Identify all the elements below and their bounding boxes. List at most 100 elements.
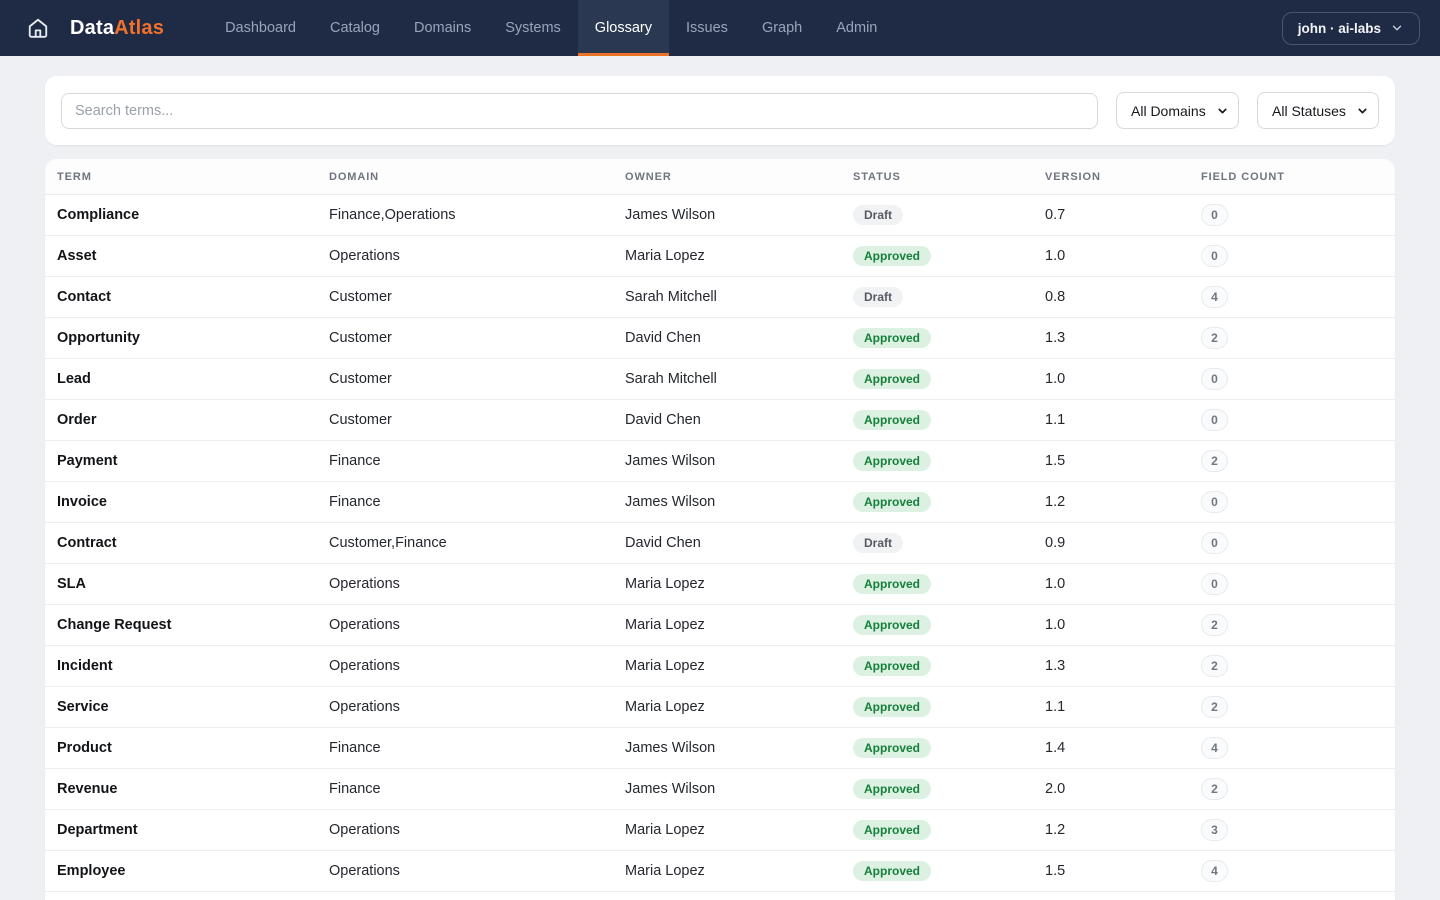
- status-badge: Approved: [853, 369, 932, 389]
- term-cell: Department: [45, 809, 317, 851]
- version-cell: 1.2: [1033, 481, 1189, 523]
- field-count-badge: 2: [1201, 614, 1228, 636]
- status-cell: Draft: [841, 194, 1033, 236]
- field-count-cell: 2: [1189, 440, 1395, 482]
- version-cell: 1.5: [1033, 440, 1189, 482]
- column-header-status: STATUS: [841, 159, 1033, 195]
- version-cell: 1.2: [1033, 809, 1189, 851]
- field-count-badge: 0: [1201, 573, 1228, 595]
- term-cell: Contract: [45, 522, 317, 564]
- field-count-badge: 2: [1201, 778, 1228, 800]
- table-row[interactable]: Payment Finance James Wilson Approved 1.5 2: [45, 440, 1395, 482]
- status-badge: Draft: [853, 205, 904, 225]
- field-count-cell: 2: [1189, 604, 1395, 646]
- term-cell: Revenue: [45, 768, 317, 810]
- status-badge: Approved: [853, 246, 932, 266]
- table-row[interactable]: Contact Customer Sarah Mitchell Draft 0.8 4: [45, 276, 1395, 318]
- glossary-table-card: TERM DOMAIN OWNER STATUS VERSION FIELD COUNT …: [45, 159, 1395, 900]
- domain-cell: Finance: [317, 440, 613, 482]
- domain-filter-wrap: All Domains: [1116, 92, 1239, 129]
- version-cell: 0.8: [1033, 276, 1189, 318]
- nav-item-admin[interactable]: Admin: [836, 20, 878, 36]
- table-row[interactable]: Product Finance James Wilson Approved 1.4 4: [45, 727, 1395, 769]
- table-row[interactable]: Invoice Finance James Wilson Approved 1.2 0: [45, 481, 1395, 523]
- status-badge: Approved: [853, 861, 932, 881]
- domain-cell: Finance: [317, 768, 613, 810]
- home-button[interactable]: [20, 10, 56, 46]
- domain-filter-select[interactable]: All Domains: [1116, 92, 1239, 129]
- nav-item-domains[interactable]: Domains: [413, 20, 472, 36]
- field-count-cell: 2: [1189, 686, 1395, 728]
- status-cell: Draft: [841, 522, 1033, 564]
- nav-item-issues[interactable]: Issues: [686, 20, 728, 36]
- table-row[interactable]: Employee Operations Maria Lopez Approved 1.5…: [45, 850, 1395, 892]
- glossary-table-body: Compliance Finance,Operations James Wilson…: [45, 194, 1395, 900]
- table-row[interactable]: Incident Operations Maria Lopez Approved 1.3…: [45, 645, 1395, 687]
- domain-cell: Operations: [317, 235, 613, 277]
- owner-cell: Maria Lopez: [613, 686, 841, 728]
- term-cell: Lead: [45, 358, 317, 400]
- term-cell: Invoice: [45, 481, 317, 523]
- status-badge: Draft: [853, 533, 904, 553]
- top-navigation: DataAtlas Dashboard Catalog Domains Systems…: [0, 0, 1440, 56]
- app-logo[interactable]: DataAtlas: [70, 17, 164, 40]
- term-cell: Asset: [45, 235, 317, 277]
- table-row[interactable]: Change Request Operations Maria Lopez Appro…: [45, 604, 1395, 646]
- nav-item-graph[interactable]: Graph: [761, 20, 803, 36]
- field-count-badge: 4: [1201, 737, 1228, 759]
- status-cell: Approved: [841, 891, 1033, 900]
- version-cell: 1.1: [1033, 686, 1189, 728]
- term-cell: Incident: [45, 645, 317, 687]
- column-header-domain: DOMAIN: [317, 159, 613, 195]
- table-row[interactable]: SLA Operations Maria Lopez Approved 1.0 0: [45, 563, 1395, 605]
- table-row[interactable]: Contract Customer,Finance David Chen Draft 0…: [45, 522, 1395, 564]
- field-count-badge: 3: [1201, 819, 1228, 841]
- table-row[interactable]: Department Operations Maria Lopez Approved 1…: [45, 809, 1395, 851]
- table-row[interactable]: Compliance Finance,Operations James Wilson…: [45, 194, 1395, 236]
- owner-cell: James Wilson: [613, 440, 841, 482]
- owner-cell: Maria Lopez: [613, 563, 841, 605]
- owner-cell: James Wilson: [613, 481, 841, 523]
- home-icon: [27, 17, 49, 39]
- term-cell: Product: [45, 727, 317, 769]
- owner-cell: David Chen: [613, 522, 841, 564]
- owner-cell: David Chen: [613, 317, 841, 359]
- table-row[interactable]: Lead Customer Sarah Mitchell Approved 1.0 0: [45, 358, 1395, 400]
- status-cell: Approved: [841, 481, 1033, 523]
- nav-item-dashboard[interactable]: Dashboard: [225, 20, 296, 36]
- owner-cell: Sarah Mitchell: [613, 358, 841, 400]
- nav-item-glossary[interactable]: Glossary: [577, 0, 670, 56]
- term-cell: Employee: [45, 850, 317, 892]
- status-filter-select[interactable]: All Statuses: [1257, 92, 1379, 129]
- domain-cell: Operations: [317, 563, 613, 605]
- domain-cell: Customer: [317, 276, 613, 318]
- table-row[interactable]: Asset Operations Maria Lopez Approved 1.0 0: [45, 235, 1395, 277]
- version-cell: 1.4: [1033, 727, 1189, 769]
- status-cell: Approved: [841, 563, 1033, 605]
- field-count-badge: 2: [1201, 327, 1228, 349]
- table-row[interactable]: Opportunity Customer David Chen Approved 1.3…: [45, 317, 1395, 359]
- status-badge: Approved: [853, 779, 932, 799]
- version-cell: 1.3: [1033, 317, 1189, 359]
- status-cell: Approved: [841, 399, 1033, 441]
- table-row[interactable]: Revenue Finance James Wilson Approved 2.0 2: [45, 768, 1395, 810]
- table-row[interactable]: Service Operations Maria Lopez Approved 1.1 2: [45, 686, 1395, 728]
- owner-cell: David Chen: [613, 399, 841, 441]
- nav-item-catalog[interactable]: Catalog: [330, 20, 380, 36]
- table-row[interactable]: Order Customer David Chen Approved 1.1 0: [45, 399, 1395, 441]
- version-cell: 1.0: [1033, 235, 1189, 277]
- status-cell: Approved: [841, 317, 1033, 359]
- user-menu-button[interactable]: john · ai-labs: [1281, 11, 1420, 45]
- owner-cell: Maria Lopez: [613, 235, 841, 277]
- field-count-cell: 0: [1189, 194, 1395, 236]
- status-badge: Approved: [853, 451, 932, 471]
- status-badge: Approved: [853, 410, 932, 430]
- table-row[interactable]: TransactionFinanceJames WilsonApproved3.…: [45, 891, 1395, 900]
- nav-item-systems[interactable]: Systems: [505, 20, 561, 36]
- search-input[interactable]: [61, 92, 1098, 129]
- field-count-cell: 4: [1189, 727, 1395, 769]
- term-cell: Change Request: [45, 604, 317, 646]
- owner-cell: James Wilson: [613, 727, 841, 769]
- field-count-badge: 0: [1201, 491, 1228, 513]
- version-cell: 0.7: [1033, 194, 1189, 236]
